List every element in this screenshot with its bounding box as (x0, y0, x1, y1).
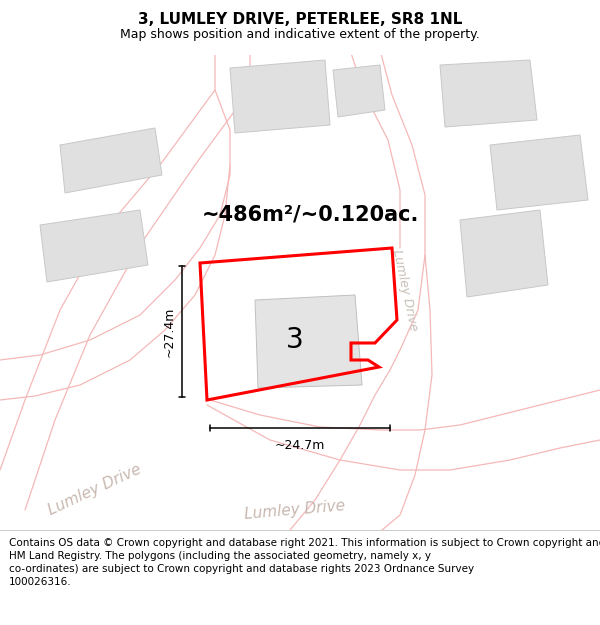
Text: Map shows position and indicative extent of the property.: Map shows position and indicative extent… (120, 28, 480, 41)
Polygon shape (255, 295, 362, 388)
Text: 3, LUMLEY DRIVE, PETERLEE, SR8 1NL: 3, LUMLEY DRIVE, PETERLEE, SR8 1NL (138, 12, 462, 27)
Polygon shape (60, 128, 162, 193)
Text: Lumley Drive: Lumley Drive (244, 498, 346, 522)
Polygon shape (490, 135, 588, 210)
Text: ~486m²/~0.120ac.: ~486m²/~0.120ac. (202, 205, 419, 225)
Polygon shape (40, 210, 148, 282)
Text: Contains OS data © Crown copyright and database right 2021. This information is : Contains OS data © Crown copyright and d… (9, 538, 600, 588)
Text: Lumley Drive: Lumley Drive (390, 248, 420, 332)
Text: 3: 3 (286, 326, 304, 354)
Text: ~27.4m: ~27.4m (163, 306, 176, 357)
Polygon shape (440, 60, 537, 127)
Polygon shape (230, 60, 330, 133)
Text: ~24.7m: ~24.7m (275, 439, 325, 452)
Text: Lumley Drive: Lumley Drive (46, 462, 144, 518)
Polygon shape (333, 65, 385, 117)
Polygon shape (460, 210, 548, 297)
